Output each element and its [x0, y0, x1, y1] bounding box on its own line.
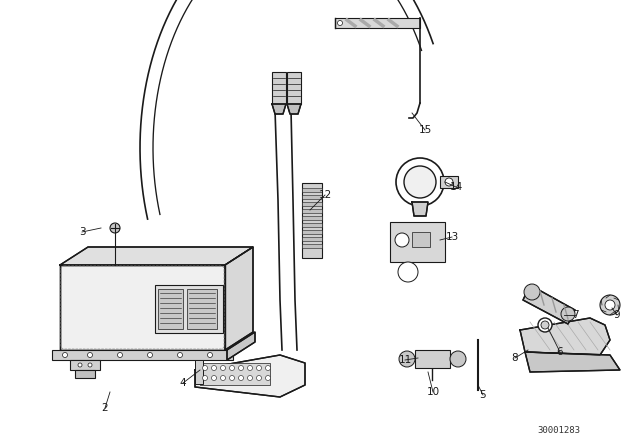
Bar [302, 244, 322, 248]
Circle shape [266, 366, 271, 370]
Bar [302, 216, 322, 220]
Circle shape [78, 363, 82, 367]
Bar [302, 209, 322, 213]
Circle shape [248, 375, 253, 380]
Text: 13: 13 [445, 232, 459, 242]
Circle shape [221, 375, 225, 380]
Circle shape [248, 366, 253, 370]
Circle shape [450, 351, 466, 367]
Polygon shape [523, 285, 575, 324]
Bar [335, 18, 420, 28]
Circle shape [396, 158, 444, 206]
Circle shape [239, 375, 243, 380]
Circle shape [177, 353, 182, 358]
Circle shape [404, 166, 436, 198]
Circle shape [202, 375, 207, 380]
Bar [302, 223, 322, 227]
Polygon shape [225, 247, 253, 350]
Bar [187, 289, 217, 329]
Polygon shape [520, 318, 610, 355]
Text: 14: 14 [449, 182, 463, 192]
Polygon shape [227, 332, 255, 360]
Circle shape [399, 351, 415, 367]
Bar [195, 360, 203, 384]
Circle shape [398, 262, 418, 282]
Bar [412, 232, 430, 247]
Circle shape [211, 366, 216, 370]
Bar [70, 360, 100, 370]
Circle shape [538, 318, 552, 332]
Polygon shape [60, 247, 253, 265]
Text: 12: 12 [318, 190, 332, 200]
Text: 6: 6 [557, 347, 563, 357]
Bar [200, 363, 270, 385]
Polygon shape [412, 202, 428, 216]
Circle shape [266, 375, 271, 380]
Circle shape [541, 321, 549, 329]
Text: 30001283: 30001283 [537, 426, 580, 435]
Text: 3: 3 [79, 227, 85, 237]
Bar [302, 230, 322, 234]
Circle shape [337, 21, 342, 26]
Bar [302, 188, 322, 192]
Text: 8: 8 [512, 353, 518, 363]
Bar [155, 285, 223, 333]
Circle shape [239, 366, 243, 370]
Circle shape [445, 178, 453, 186]
Text: 7: 7 [572, 310, 579, 320]
Circle shape [221, 366, 225, 370]
Circle shape [63, 353, 67, 358]
Polygon shape [60, 265, 225, 350]
Bar [415, 350, 450, 368]
Circle shape [147, 353, 152, 358]
Circle shape [88, 363, 92, 367]
Circle shape [561, 307, 575, 321]
Circle shape [211, 375, 216, 380]
Polygon shape [525, 352, 620, 372]
Bar [272, 72, 286, 104]
Circle shape [207, 353, 212, 358]
Text: 4: 4 [180, 378, 186, 388]
Bar [75, 370, 95, 378]
Bar [302, 195, 322, 199]
Bar [52, 350, 233, 360]
Text: 2: 2 [102, 403, 108, 413]
Text: 5: 5 [480, 390, 486, 400]
Bar [390, 222, 445, 262]
Circle shape [605, 300, 615, 310]
Circle shape [118, 353, 122, 358]
Circle shape [202, 366, 207, 370]
Bar [440, 176, 458, 188]
Bar [302, 202, 322, 206]
Circle shape [230, 375, 234, 380]
Circle shape [395, 233, 409, 247]
Bar [287, 72, 301, 104]
Bar [302, 237, 322, 241]
Circle shape [257, 375, 262, 380]
Circle shape [110, 223, 120, 233]
Text: 15: 15 [419, 125, 431, 135]
Circle shape [257, 366, 262, 370]
Circle shape [230, 366, 234, 370]
Bar [302, 183, 322, 258]
Text: 9: 9 [614, 310, 620, 320]
Text: 11: 11 [398, 355, 412, 365]
Circle shape [524, 284, 540, 300]
Polygon shape [195, 355, 305, 397]
Circle shape [88, 353, 93, 358]
Circle shape [600, 295, 620, 315]
Polygon shape [272, 104, 286, 114]
Polygon shape [287, 104, 301, 114]
Bar [158, 289, 183, 329]
Text: 10: 10 [426, 387, 440, 397]
